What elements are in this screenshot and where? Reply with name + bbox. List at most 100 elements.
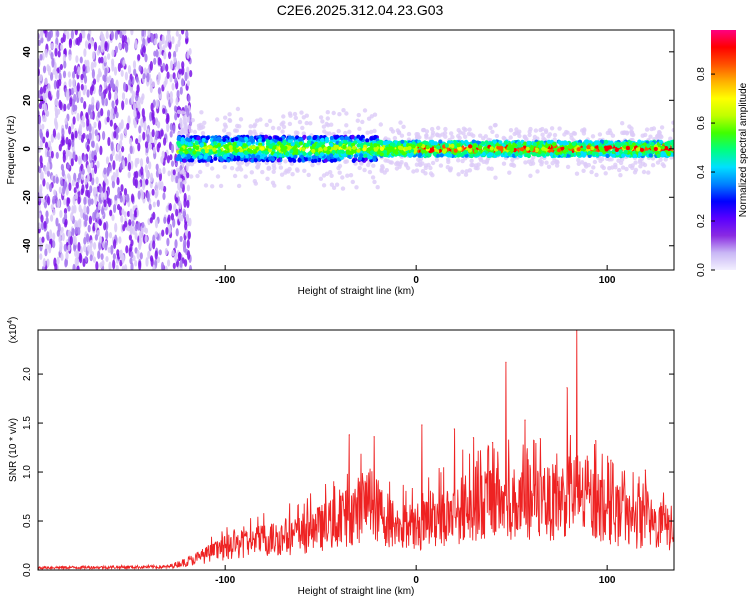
heat-cell bbox=[582, 145, 587, 150]
heat-cell bbox=[537, 150, 542, 155]
heat-cell bbox=[378, 122, 383, 127]
heat-cell bbox=[113, 239, 117, 250]
heat-cell bbox=[160, 129, 164, 137]
heat-cell bbox=[144, 53, 148, 63]
heat-cell bbox=[185, 30, 189, 39]
heat-cell bbox=[581, 168, 586, 173]
heat-cell bbox=[488, 125, 493, 130]
heat-cell bbox=[187, 230, 191, 240]
heat-cell bbox=[401, 124, 406, 129]
heat-cell bbox=[576, 151, 581, 157]
heat-cell bbox=[91, 40, 95, 47]
heat-cell bbox=[540, 126, 545, 132]
snr-peak-point bbox=[491, 442, 494, 444]
heat-cell bbox=[576, 147, 581, 152]
heat-cell bbox=[83, 84, 87, 92]
heat-cell bbox=[277, 141, 282, 146]
heat-cell bbox=[78, 132, 82, 141]
heat-cell bbox=[651, 126, 657, 131]
heat-cell bbox=[532, 142, 538, 147]
heat-cell bbox=[79, 56, 83, 64]
heat-cell bbox=[251, 145, 256, 150]
heat-cell bbox=[74, 130, 78, 139]
heat-cell bbox=[648, 153, 653, 158]
snr-unit: (x104) bbox=[7, 317, 19, 344]
heat-cell bbox=[56, 256, 60, 265]
heat-cell bbox=[120, 119, 124, 130]
heat-cell bbox=[186, 80, 190, 87]
heat-cell bbox=[74, 256, 78, 267]
heat-cell bbox=[168, 51, 172, 60]
heat-cell bbox=[554, 160, 559, 165]
heat-cell bbox=[363, 153, 368, 158]
heat-cell bbox=[625, 145, 631, 150]
heat-cell bbox=[128, 234, 132, 241]
heat-cell bbox=[445, 165, 450, 170]
heat-cell bbox=[644, 127, 650, 132]
heat-cell bbox=[76, 82, 80, 92]
heat-cell bbox=[107, 53, 111, 60]
heat-cell bbox=[316, 142, 321, 147]
heat-cell bbox=[223, 115, 228, 120]
heat-cell bbox=[83, 48, 87, 58]
heat-cell bbox=[287, 135, 293, 140]
heat-cell bbox=[157, 71, 161, 82]
heat-cell bbox=[175, 43, 179, 53]
heat-cell bbox=[135, 76, 139, 83]
heat-cell bbox=[432, 151, 437, 156]
heat-cell bbox=[91, 51, 96, 61]
heat-cell bbox=[620, 130, 625, 135]
heat-cell bbox=[293, 154, 298, 159]
heat-cell bbox=[171, 36, 175, 45]
heat-cell bbox=[111, 180, 115, 189]
heat-cell bbox=[404, 146, 409, 151]
heat-cell bbox=[253, 158, 258, 163]
heat-cell bbox=[310, 162, 315, 168]
heat-cell bbox=[390, 147, 395, 152]
heat-cell bbox=[297, 119, 303, 125]
heat-cell bbox=[411, 144, 416, 149]
heat-cell bbox=[541, 152, 546, 157]
heat-cell bbox=[132, 60, 137, 70]
heat-cell bbox=[215, 174, 221, 179]
heat-cell bbox=[222, 122, 228, 127]
heat-cell bbox=[186, 239, 190, 249]
heat-cell bbox=[121, 34, 125, 43]
heat-cell bbox=[46, 161, 51, 172]
heat-cell bbox=[123, 211, 127, 218]
heat-cell bbox=[365, 130, 370, 135]
heat-cell bbox=[48, 140, 52, 148]
heat-cell bbox=[242, 143, 247, 148]
heat-cell bbox=[618, 160, 624, 166]
heat-cell bbox=[73, 235, 77, 246]
heat-cell bbox=[253, 131, 258, 137]
heat-cell bbox=[112, 253, 116, 260]
heat-cell bbox=[339, 136, 345, 141]
heat-cell bbox=[272, 145, 277, 150]
heat-cell bbox=[591, 151, 596, 156]
heat-cell bbox=[222, 128, 227, 133]
heat-cell bbox=[38, 115, 42, 125]
heat-cell bbox=[100, 56, 104, 64]
heat-cell bbox=[68, 38, 72, 49]
heat-cell bbox=[126, 122, 130, 130]
heat-cell bbox=[565, 164, 571, 170]
heat-cell bbox=[557, 148, 562, 153]
heat-cell bbox=[598, 158, 603, 164]
heat-cell bbox=[176, 109, 182, 115]
heat-cell bbox=[140, 118, 144, 128]
heat-cell bbox=[83, 236, 87, 245]
heat-cell bbox=[52, 232, 56, 241]
heat-cell bbox=[173, 203, 177, 212]
heat-cell bbox=[94, 222, 98, 230]
heat-cell bbox=[167, 170, 171, 177]
heat-cell bbox=[88, 131, 92, 141]
heat-cell bbox=[91, 150, 95, 160]
heat-cell bbox=[82, 63, 86, 72]
heat-cell bbox=[134, 259, 138, 267]
heat-cell bbox=[123, 30, 127, 36]
heat-cell bbox=[446, 157, 451, 162]
heat-cell bbox=[473, 165, 478, 171]
heat-cell bbox=[68, 125, 72, 135]
